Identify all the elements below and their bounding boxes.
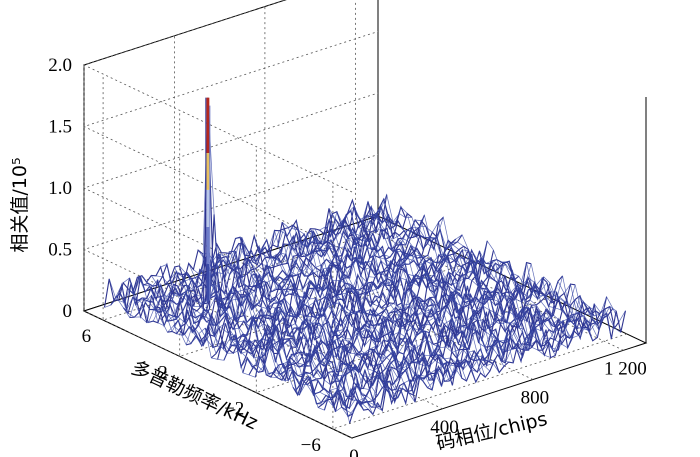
grid-z [82, 0, 353, 193]
z-tick-label: 1.0 [48, 178, 72, 199]
surface-col [122, 277, 369, 410]
surface-col [370, 197, 617, 326]
surface-col [174, 266, 421, 396]
surface-col [169, 271, 416, 403]
grid-x [83, 65, 353, 439]
x-tick-label: 400 [430, 417, 459, 438]
tick-labels: 0 0.5 1.0 1.5 2.0 6 2 −2 −6 0 400 800 1 200 [48, 55, 647, 457]
surface-col [352, 200, 598, 338]
surface-col [300, 230, 547, 351]
grid-x [354, 0, 624, 351]
x-tick-label: 800 [521, 388, 550, 409]
x-tick-label: 0 [349, 446, 359, 457]
surface-col [225, 242, 472, 373]
surface-col [137, 277, 383, 411]
surface-col [197, 249, 444, 376]
y-tick-label: −2 [224, 399, 244, 420]
grid-z [82, 92, 379, 316]
surface-col [207, 253, 453, 386]
surface-col [160, 263, 407, 404]
surface-row [261, 275, 538, 378]
surface-mesh [103, 97, 627, 424]
surface-col [295, 220, 542, 352]
surface-col [216, 243, 463, 382]
surface-col [188, 263, 434, 389]
z-tick-label: 1.5 [48, 117, 72, 138]
surface-col [235, 237, 481, 374]
grid-x [174, 35, 443, 410]
surface-col [356, 213, 603, 332]
surface-col [127, 275, 374, 415]
surface-col [380, 193, 626, 323]
grid-z [82, 154, 379, 377]
x-tick-label: 1 200 [604, 358, 647, 379]
surface-col [319, 212, 566, 351]
surface-col [155, 255, 402, 403]
surface-col [249, 247, 495, 362]
surface-row [167, 214, 444, 335]
surface-col [291, 228, 537, 351]
surface-row [330, 296, 608, 412]
surface-col [366, 207, 612, 339]
surface-col [244, 249, 491, 373]
z-axis-label: 相关值/10⁵ [9, 157, 31, 252]
surface-col [239, 237, 486, 378]
z-tick-label: 0.5 [48, 240, 72, 261]
surface-col [338, 210, 584, 339]
surface-col [146, 281, 392, 404]
y-tick-label: 6 [82, 326, 92, 347]
surface-col [263, 243, 509, 363]
z-tick-label: 0 [63, 301, 73, 322]
surface-col [202, 253, 449, 388]
z-tick-label: 2.0 [48, 55, 72, 76]
x-axis-label: 码相位/chips [434, 408, 549, 455]
y-tick-label: 2 [158, 362, 168, 383]
surface-col [151, 97, 397, 397]
surface-col [309, 218, 556, 356]
y-tick-label: −6 [301, 435, 321, 456]
surface-col [221, 250, 467, 382]
surface-row [267, 276, 545, 381]
surface-row [116, 197, 394, 311]
